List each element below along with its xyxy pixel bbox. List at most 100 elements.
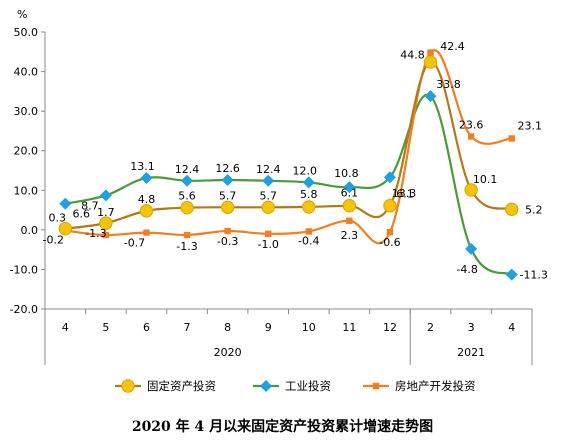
data-labels: 0.3 1.7 4.8 5.6 5.7 5.7 5.8 6.1 6.1 42.4 10.1 5.2 6.… (43, 40, 548, 281)
x-tick-label: 4 (62, 321, 69, 334)
data-label: -1.3 (85, 227, 106, 240)
series-marker (181, 174, 194, 187)
series-marker (221, 173, 234, 186)
data-label: 4.8 (138, 193, 156, 206)
series-marker (343, 181, 356, 194)
series-marker (342, 199, 357, 213)
series-marker (59, 197, 72, 210)
series-marker (505, 202, 519, 216)
x-tick-label: 5 (102, 321, 109, 334)
legend: 固定资产投资 工业投资 房地产开发投资 (115, 379, 476, 393)
data-label: -4.8 (456, 263, 477, 276)
y-tick-label: 10.0 (14, 184, 39, 197)
data-label: 0.3 (49, 212, 67, 225)
data-label: 13.1 (130, 160, 155, 173)
series-marker (464, 183, 478, 197)
series-marker (139, 204, 154, 218)
legend-label: 房地产开发投资 (395, 379, 476, 393)
y-tick-label: 30.0 (14, 105, 39, 118)
data-label: 23.6 (459, 118, 484, 131)
x-tick-label: 9 (265, 321, 272, 334)
data-label: 5.2 (525, 203, 543, 216)
data-label: 13.3 (392, 187, 417, 200)
data-label: 12.0 (293, 164, 318, 177)
series-marker (423, 55, 438, 69)
series-marker (302, 176, 315, 189)
data-label: 12.4 (175, 163, 200, 176)
series-marker (140, 172, 153, 185)
data-label: 1.7 (97, 206, 115, 219)
data-label: -1.0 (257, 238, 278, 251)
data-label: 12.6 (215, 162, 240, 175)
chart-caption: 2020 年 4 月以来固定资产投资累计增速走势图 (131, 419, 434, 435)
x-tick-label: 2 (427, 321, 434, 334)
series-marker (427, 49, 434, 56)
series-marker (302, 200, 316, 214)
series-marker (346, 217, 353, 224)
series-marker (102, 231, 110, 239)
data-label: 33.8 (436, 78, 461, 91)
y-tick-label: -20.0 (10, 303, 38, 316)
data-label: 5.7 (219, 189, 237, 202)
year-group-label: 2020 (214, 346, 242, 359)
x-tick-label: 10 (302, 321, 316, 334)
axes: 50.0 40.0 30.0 20.0 10.0 0.0 -10.0 -20.0 4 5 6 7 8 9 1… (10, 26, 533, 365)
legend-swatch-marker (372, 382, 380, 390)
data-label: 6.1 (396, 188, 414, 201)
year-group-label: 2021 (457, 346, 485, 359)
series-marker (183, 231, 191, 239)
legend-label: 工业投资 (285, 379, 331, 393)
data-label: 8.7 (81, 199, 99, 212)
series-marker (508, 135, 515, 142)
data-label: 6.1 (341, 187, 359, 200)
series-marker (505, 268, 518, 281)
y-tick-label: 40.0 (14, 66, 39, 79)
series-marker (224, 227, 231, 235)
data-label: 44.8 (400, 49, 425, 62)
data-label: 5.7 (259, 189, 277, 202)
data-label: 5.6 (178, 190, 196, 203)
data-label: 6.6 (73, 208, 91, 221)
x-tick-label: 11 (342, 321, 356, 334)
data-label: 10.1 (473, 173, 498, 186)
series-marker (386, 229, 394, 236)
data-label: -0.2 (43, 234, 64, 247)
data-label: 10.8 (334, 167, 359, 180)
data-label: -11.3 (519, 269, 547, 282)
data-label: 23.1 (517, 119, 542, 132)
series-marker (58, 221, 72, 236)
series-marker (220, 200, 235, 215)
x-tick-label: 7 (184, 321, 191, 334)
y-tick-label: -10.0 (10, 263, 38, 276)
series-marker (467, 133, 475, 140)
data-label: -0.7 (124, 237, 145, 250)
series-marker (265, 230, 272, 238)
series-marker (261, 200, 275, 215)
series-marker (383, 199, 397, 213)
legend-swatch-marker (121, 379, 135, 393)
data-label: 12.4 (256, 163, 281, 176)
data-label: 42.4 (440, 40, 465, 53)
x-tick-label: 8 (224, 321, 231, 334)
y-tick-label: 0.0 (21, 224, 39, 237)
series-marker (99, 189, 112, 202)
data-label: 5.8 (300, 188, 318, 201)
x-tick-label: 4 (508, 321, 515, 334)
legend-swatch-marker (260, 380, 272, 392)
series-marker (383, 171, 396, 184)
y-tick-label: 50.0 (14, 26, 39, 39)
series-marker (465, 242, 478, 255)
data-label: -0.6 (379, 236, 400, 249)
legend-label: 固定资产投资 (147, 379, 216, 393)
series-marker (180, 200, 194, 215)
x-tick-label: 12 (383, 321, 397, 334)
series-marker (305, 228, 312, 235)
y-tick-label: 20.0 (14, 145, 39, 158)
series-marker (99, 216, 113, 230)
data-label: -1.3 (176, 240, 197, 253)
x-tick-label: 6 (143, 321, 150, 334)
series-marker (424, 90, 437, 103)
data-label: -0.3 (217, 235, 238, 248)
series-markers (58, 49, 519, 281)
